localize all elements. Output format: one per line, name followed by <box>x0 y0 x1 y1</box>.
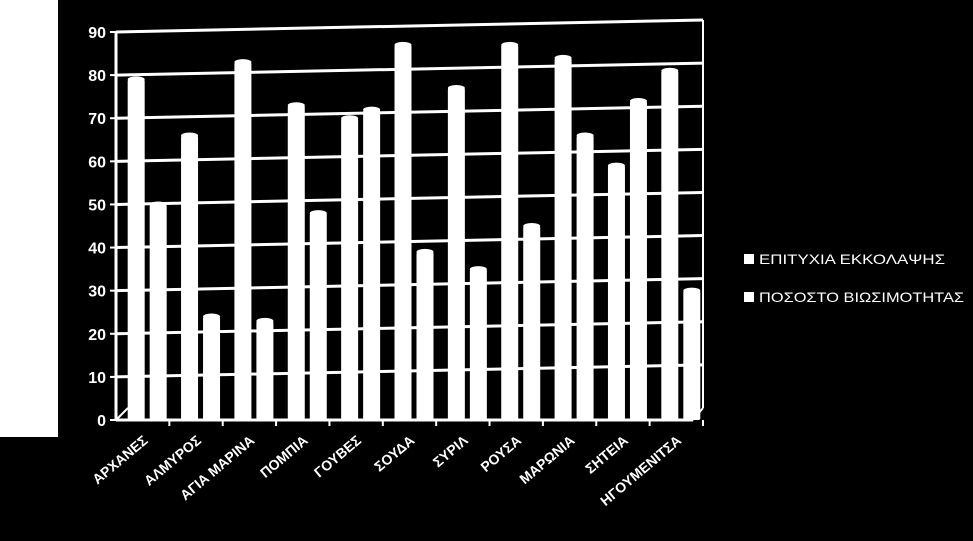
bar-cap <box>256 317 274 324</box>
x-tick-label: ΑΡΧΑΝΕΣ <box>89 432 150 487</box>
bars <box>127 41 701 421</box>
bar-viability-rate <box>576 135 594 420</box>
bar-cap <box>363 106 381 113</box>
bar-cap <box>554 54 572 61</box>
legend-swatch <box>744 254 754 264</box>
bar-viability-rate <box>363 109 381 420</box>
x-tick-label: ΜΑΡΩΝΙΑ <box>516 432 577 487</box>
bar-viability-rate <box>469 269 487 420</box>
bar-hatching-success <box>607 165 625 420</box>
bar-cap <box>234 59 252 66</box>
legend-label: ΠΟΣΟΣΤΟ ΒΙΩΣΙΜΟΤΗΤΑΣ <box>759 289 964 305</box>
y-tick-label: 0 <box>97 413 106 430</box>
bar-cap <box>501 41 519 48</box>
x-tick-label: ΡΟΥΣΑ <box>477 432 524 475</box>
legend-swatch <box>744 292 754 302</box>
bar-cap <box>523 223 541 229</box>
bar-cap <box>683 287 701 294</box>
y-tick-label: 30 <box>88 284 106 301</box>
y-tick-label: 80 <box>88 68 106 85</box>
y-tick-label: 40 <box>88 241 106 258</box>
bar-cap <box>127 76 145 83</box>
y-axis-ticks: 0 10 20 30 40 50 60 70 80 90 <box>88 25 116 430</box>
bar-viability-rate <box>523 226 541 420</box>
bar-hatching-success <box>234 62 252 421</box>
legend: ΕΠΙΤΥΧΙΑ ΕΚΚΟΛΑΨΗΣ ΠΟΣΟΣΤΟ ΒΙΩΣΙΜΟΤΗΤΑΣ <box>744 251 964 305</box>
bar-cap <box>447 85 465 92</box>
bar-cap <box>341 115 359 122</box>
bar-cap <box>576 132 594 139</box>
axis-depth-line <box>115 407 129 421</box>
x-tick-label: ΠΟΜΠΙΑ <box>257 432 311 481</box>
y-tick-label: 50 <box>88 197 106 214</box>
y-tick-label: 20 <box>88 327 106 344</box>
bar-hatching-success <box>501 44 519 420</box>
bar-hatching-success <box>661 70 679 421</box>
bar-viability-rate <box>309 213 327 420</box>
bar-hatching-success <box>127 79 145 420</box>
bar-cap <box>181 132 199 139</box>
bar-viability-rate <box>683 290 701 420</box>
x-tick-label: ΓΟΥΒΕΣ <box>311 432 364 480</box>
x-tick-label: ΣΥΡΙΛ <box>430 432 472 471</box>
y-tick-label: 70 <box>88 111 106 128</box>
bar-cap <box>469 266 487 273</box>
left-white-panel <box>0 0 58 437</box>
legend-label: ΕΠΙΤΥΧΙΑ ΕΚΚΟΛΑΨΗΣ <box>759 251 945 267</box>
bar-viability-rate <box>629 100 647 420</box>
bar-viability-rate <box>256 320 274 420</box>
bar-cap <box>394 41 412 48</box>
bar-cap <box>661 67 679 74</box>
bar-cap <box>629 97 647 104</box>
bar-cap <box>203 313 221 320</box>
bar-hatching-success <box>181 135 199 420</box>
bar-cap <box>309 210 327 217</box>
bar-hatching-success <box>287 105 305 421</box>
x-tick-label: ΣΟΥΔΑ <box>371 432 417 475</box>
bar-viability-rate <box>416 251 434 420</box>
bar-cap <box>416 248 434 255</box>
bar-viability-rate <box>203 316 221 420</box>
bar-hatching-success <box>447 88 465 421</box>
y-tick-label: 10 <box>88 370 106 387</box>
bar-hatching-success <box>554 57 572 420</box>
bar-hatching-success <box>394 44 412 420</box>
bar-cap <box>287 102 305 109</box>
gridline <box>115 18 704 34</box>
bar-cap <box>607 162 625 169</box>
bar-viability-rate <box>149 204 167 420</box>
bar-hatching-success <box>341 118 359 420</box>
x-tick-label: ΣΗΤΕΙΑ <box>582 432 631 477</box>
bar-cap <box>149 201 167 208</box>
y-tick-label: 90 <box>88 25 106 42</box>
y-tick-label: 60 <box>88 154 106 171</box>
